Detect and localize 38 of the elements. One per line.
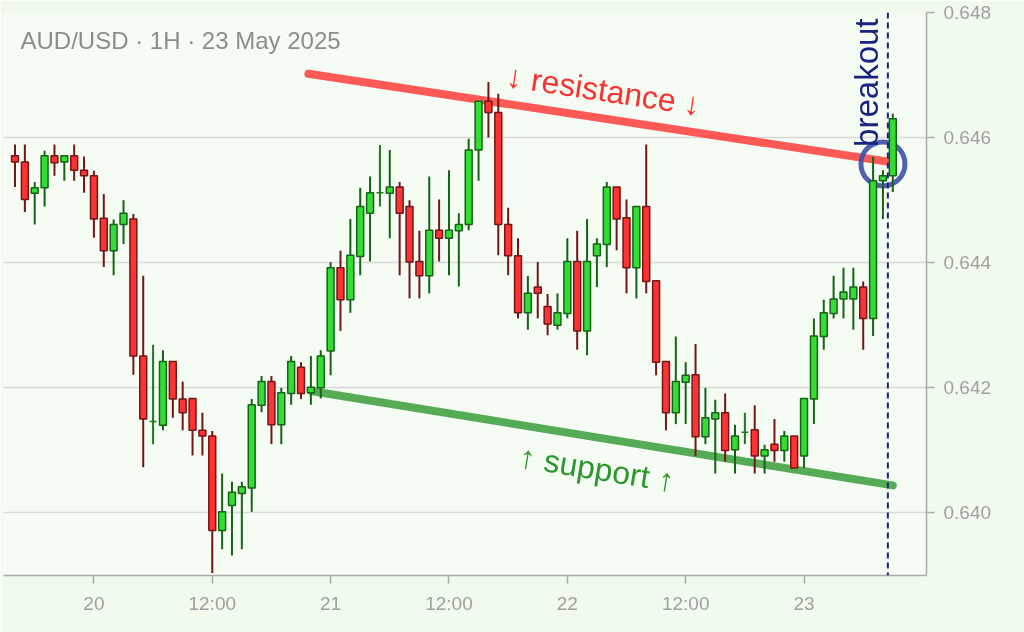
candlestick xyxy=(523,274,533,331)
x-tick-label: 12:00 xyxy=(661,592,710,614)
x-tick-label: 12:00 xyxy=(425,592,473,614)
candlestick xyxy=(217,472,227,551)
candlestick xyxy=(592,237,602,289)
y-tick-label: 0.642 xyxy=(943,377,992,399)
ref-line-label: breakout xyxy=(847,18,885,147)
candlestick xyxy=(770,418,779,463)
candlestick xyxy=(444,169,454,277)
candlestick xyxy=(306,354,316,406)
candlestick xyxy=(10,143,20,189)
x-tick-label: 22 xyxy=(556,592,578,614)
candlestick xyxy=(385,149,394,240)
y-tick-label: 0.646 xyxy=(943,127,992,149)
x-tick-label: 23 xyxy=(793,592,815,614)
candlestick xyxy=(227,480,237,557)
text: AUD/USD · 1H · 23 May 2025 xyxy=(20,27,341,54)
candlestick xyxy=(780,430,789,463)
candlestick xyxy=(730,423,740,475)
y-tick-label: 0.640 xyxy=(943,502,992,524)
candlestick xyxy=(60,154,69,182)
y-tick-label: 0.648 xyxy=(943,2,992,23)
y-tick-label: 0.644 xyxy=(943,252,992,274)
text: ↓ resistance ↓ xyxy=(504,57,703,123)
candlestick xyxy=(50,143,59,177)
candlestick xyxy=(79,155,89,194)
candlestick xyxy=(878,169,888,220)
candlestick xyxy=(760,443,769,475)
candlestick xyxy=(434,198,444,263)
candlestick xyxy=(365,175,375,263)
x-tick-label: 12:00 xyxy=(188,592,237,614)
candlestick xyxy=(533,261,542,320)
candlestick xyxy=(69,143,79,182)
text: ↑ support ↑ xyxy=(516,438,678,500)
candlestick xyxy=(237,480,247,551)
x-tick-label: 21 xyxy=(320,592,342,614)
candlestick xyxy=(543,293,552,337)
x-tick-label: 20 xyxy=(83,592,105,614)
